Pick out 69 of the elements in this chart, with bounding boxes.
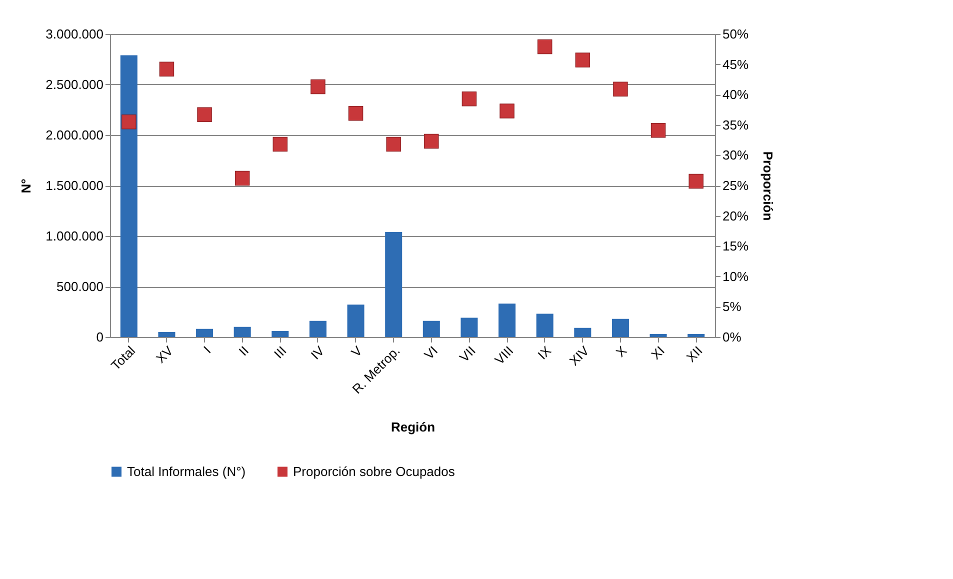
y-tick-label: 2.000.000 (46, 128, 104, 142)
legend-label: Proporción sobre Ocupados (293, 464, 456, 479)
bar (158, 332, 176, 337)
point (386, 136, 401, 152)
x-tick-label: IX (534, 342, 554, 362)
x-tick-label: X (612, 342, 630, 360)
bar (385, 232, 402, 337)
bar (422, 320, 440, 337)
y2-tick-label: 50% (722, 26, 749, 42)
point (348, 106, 364, 121)
point (197, 107, 212, 122)
y2-tick-label: 10% (722, 268, 749, 284)
point (272, 136, 288, 152)
x-tick-label: II (236, 343, 252, 359)
y-tick-label: 1.000.000 (46, 228, 104, 244)
y-tick-label: 2.500.000 (46, 77, 104, 92)
x-tick-label: XV (153, 342, 176, 366)
y-tick-label: 0 (96, 330, 104, 344)
y-axis-title: N° (18, 178, 34, 194)
y2-tick-label: 30% (722, 148, 749, 163)
point (234, 170, 250, 186)
x-tick-label: IV (308, 342, 328, 362)
y-tick-label: 500.000 (56, 279, 104, 294)
y2-tick-label: 25% (722, 178, 749, 193)
bar (460, 318, 478, 337)
bar (272, 330, 289, 337)
bar (498, 304, 516, 337)
bar (688, 334, 705, 337)
bar (650, 334, 667, 337)
y2-axis-title: Proporción (760, 151, 776, 221)
y2-tick-label: 20% (722, 208, 749, 224)
bar (234, 326, 251, 337)
y2-tick-label: 35% (722, 117, 749, 132)
bar (574, 328, 592, 337)
y2-tick-label: 45% (722, 56, 749, 72)
y-tick-label: 1.500.000 (46, 178, 104, 193)
y2-tick-label: 5% (722, 299, 742, 314)
x-tick-label: VIII (492, 343, 516, 368)
point (613, 82, 628, 97)
bar (612, 318, 629, 337)
bar (196, 328, 214, 337)
y2-tick-label: 0% (722, 330, 742, 344)
y2-tick-label: 40% (722, 87, 749, 102)
point (310, 79, 326, 94)
x-tick-label: V (348, 342, 366, 360)
point (122, 114, 136, 130)
bar (536, 314, 554, 337)
x-axis-title: Región (390, 420, 436, 435)
legend-label: Total Informales (N°) (127, 464, 246, 479)
bar (120, 55, 138, 337)
x-tick-label: III (271, 343, 290, 362)
point (462, 91, 477, 106)
x-tick-label: I (200, 343, 214, 356)
x-tick-label: XII (683, 343, 706, 365)
x-tick-label: XI (648, 343, 668, 362)
y-tick-label: 3.000.000 (46, 26, 104, 42)
point (537, 39, 552, 54)
x-tick-label: VI (421, 343, 441, 362)
x-tick-label: XIV (566, 342, 592, 369)
point (424, 134, 439, 149)
point (575, 52, 590, 68)
bar (347, 304, 364, 337)
bar (309, 320, 326, 337)
point (159, 62, 174, 77)
y2-tick-label: 15% (722, 238, 749, 254)
point (650, 122, 666, 138)
point (500, 104, 514, 118)
x-tick-label: VII (456, 343, 478, 365)
point (688, 174, 704, 189)
